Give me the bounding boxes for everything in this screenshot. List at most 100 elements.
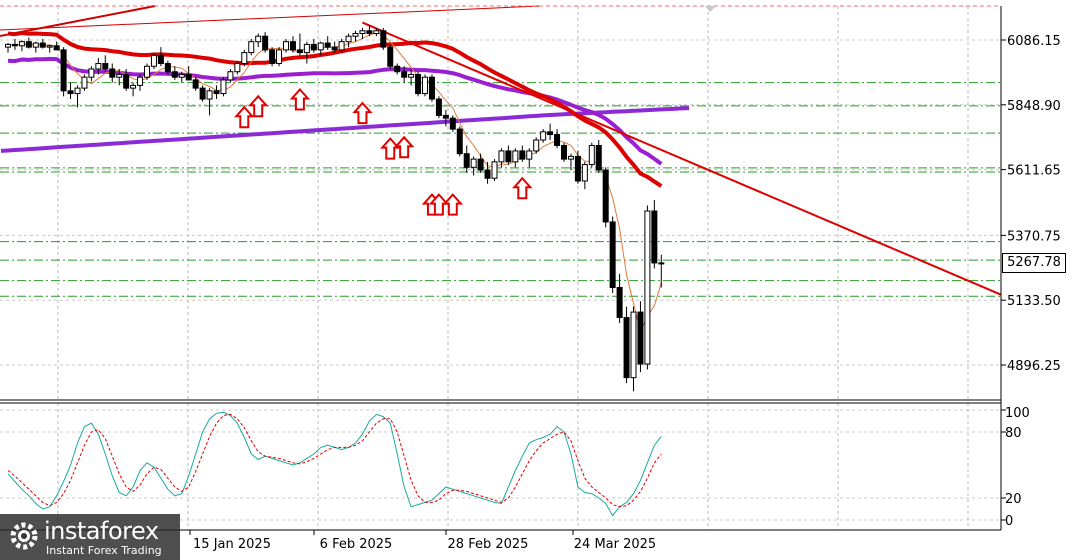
- candle-body: [345, 35, 352, 43]
- candle-body: [428, 76, 435, 100]
- candle-body: [53, 45, 60, 51]
- up-arrow: [352, 101, 373, 125]
- candle-body: [39, 42, 46, 48]
- candle-body: [651, 210, 658, 264]
- candle-body: [331, 46, 338, 51]
- current-price-label: 5267.78: [1002, 253, 1066, 273]
- candle-body: [637, 311, 644, 365]
- up-arrow: [234, 105, 255, 129]
- candle-body: [540, 131, 547, 141]
- candle-body: [46, 45, 53, 48]
- candle-body: [408, 73, 415, 78]
- candle-body: [116, 73, 123, 78]
- candle-body: [137, 76, 144, 86]
- candle-body: [220, 79, 227, 95]
- candle-body: [547, 131, 554, 136]
- logo-name: instaforex: [44, 517, 159, 545]
- candle-body: [595, 144, 602, 171]
- candle-body: [150, 54, 157, 67]
- candle-body: [5, 43, 11, 48]
- candle-body: [11, 43, 18, 47]
- candle-body: [456, 128, 463, 155]
- y-tick-label: 5611.65: [1007, 164, 1061, 179]
- candle-body: [554, 134, 561, 146]
- candle-body: [505, 150, 512, 163]
- up-arrow: [289, 87, 311, 111]
- stochastic-oscillator: [7, 411, 662, 517]
- y-tick-label: 4896.25: [1007, 359, 1061, 374]
- candle-body: [289, 41, 296, 51]
- candle-body: [498, 150, 505, 163]
- candle-body: [192, 79, 199, 89]
- candle-body: [380, 30, 387, 48]
- y-tick-label: 6086.15: [1007, 34, 1061, 49]
- candle-body: [602, 169, 609, 223]
- x-tick-label: 28 Feb 2025: [448, 537, 529, 552]
- candle-body: [352, 32, 359, 37]
- candle-body: [616, 286, 623, 319]
- candle-body: [18, 41, 25, 47]
- candle-body: [109, 68, 116, 78]
- osc-tick-label: 20: [1005, 492, 1022, 507]
- candle-body: [255, 35, 262, 43]
- up-arrow: [512, 176, 533, 200]
- gear-logo-icon: [10, 522, 38, 550]
- candle-body: [283, 41, 289, 51]
- up-arrow: [442, 193, 464, 216]
- ascending-trendline: [0, 5, 156, 37]
- candle-body: [32, 42, 39, 48]
- candle-body: [609, 221, 616, 288]
- candle-body: [435, 98, 442, 116]
- candle-body: [373, 30, 380, 34]
- candle-body: [644, 210, 651, 365]
- candle-body: [463, 153, 470, 168]
- chart-frame: [0, 5, 1002, 530]
- candle-body: [241, 52, 248, 65]
- candle-body: [324, 42, 331, 48]
- candle-body: [185, 73, 192, 81]
- channel-line: [0, 5, 541, 31]
- candle-body: [359, 30, 366, 34]
- candle-body: [88, 68, 95, 78]
- candle-body: [171, 71, 178, 78]
- candle-body: [484, 169, 491, 179]
- up-arrow: [393, 135, 415, 159]
- candle-body: [262, 35, 269, 51]
- candle-body: [102, 63, 109, 70]
- osc-tick-label: 100: [1005, 406, 1030, 421]
- candle-body: [574, 155, 581, 182]
- grid: [0, 6, 1001, 530]
- sma-mid-line: [7, 31, 663, 188]
- candle-body: [581, 164, 588, 182]
- candle-body: [74, 87, 81, 95]
- candle-body: [164, 63, 171, 73]
- candle-body: [248, 41, 255, 54]
- candle-body: [296, 49, 303, 54]
- candle-body: [81, 76, 88, 89]
- oscillator-signal-line: [7, 413, 662, 508]
- candle-body: [470, 158, 477, 168]
- candle-body: [658, 262, 665, 265]
- y-tick-label: 5370.75: [1007, 229, 1061, 244]
- logo-tagline: Instant Forex Trading: [46, 544, 162, 557]
- candle-body: [526, 150, 533, 160]
- candle-body: [178, 73, 185, 78]
- support-resistance-levels: [0, 82, 1001, 297]
- x-tick-label: 6 Feb 2025: [320, 537, 393, 552]
- candle-body: [422, 76, 428, 95]
- candle-body: [144, 65, 150, 78]
- osc-tick-label: 80: [1005, 426, 1022, 441]
- candle-body: [276, 49, 283, 65]
- candle-body: [533, 139, 540, 152]
- descending-trendline: [362, 21, 1002, 296]
- candle-body: [269, 49, 276, 65]
- osc-tick-label: 0: [1005, 514, 1013, 529]
- candle-body: [588, 144, 595, 166]
- x-tick-label: 24 Mar 2025: [574, 537, 656, 552]
- candle-body: [234, 63, 241, 73]
- candle-body: [394, 65, 401, 73]
- candle-body: [130, 84, 137, 89]
- candle-body: [338, 41, 345, 51]
- candle-body: [25, 41, 32, 48]
- candle-body: [95, 63, 102, 70]
